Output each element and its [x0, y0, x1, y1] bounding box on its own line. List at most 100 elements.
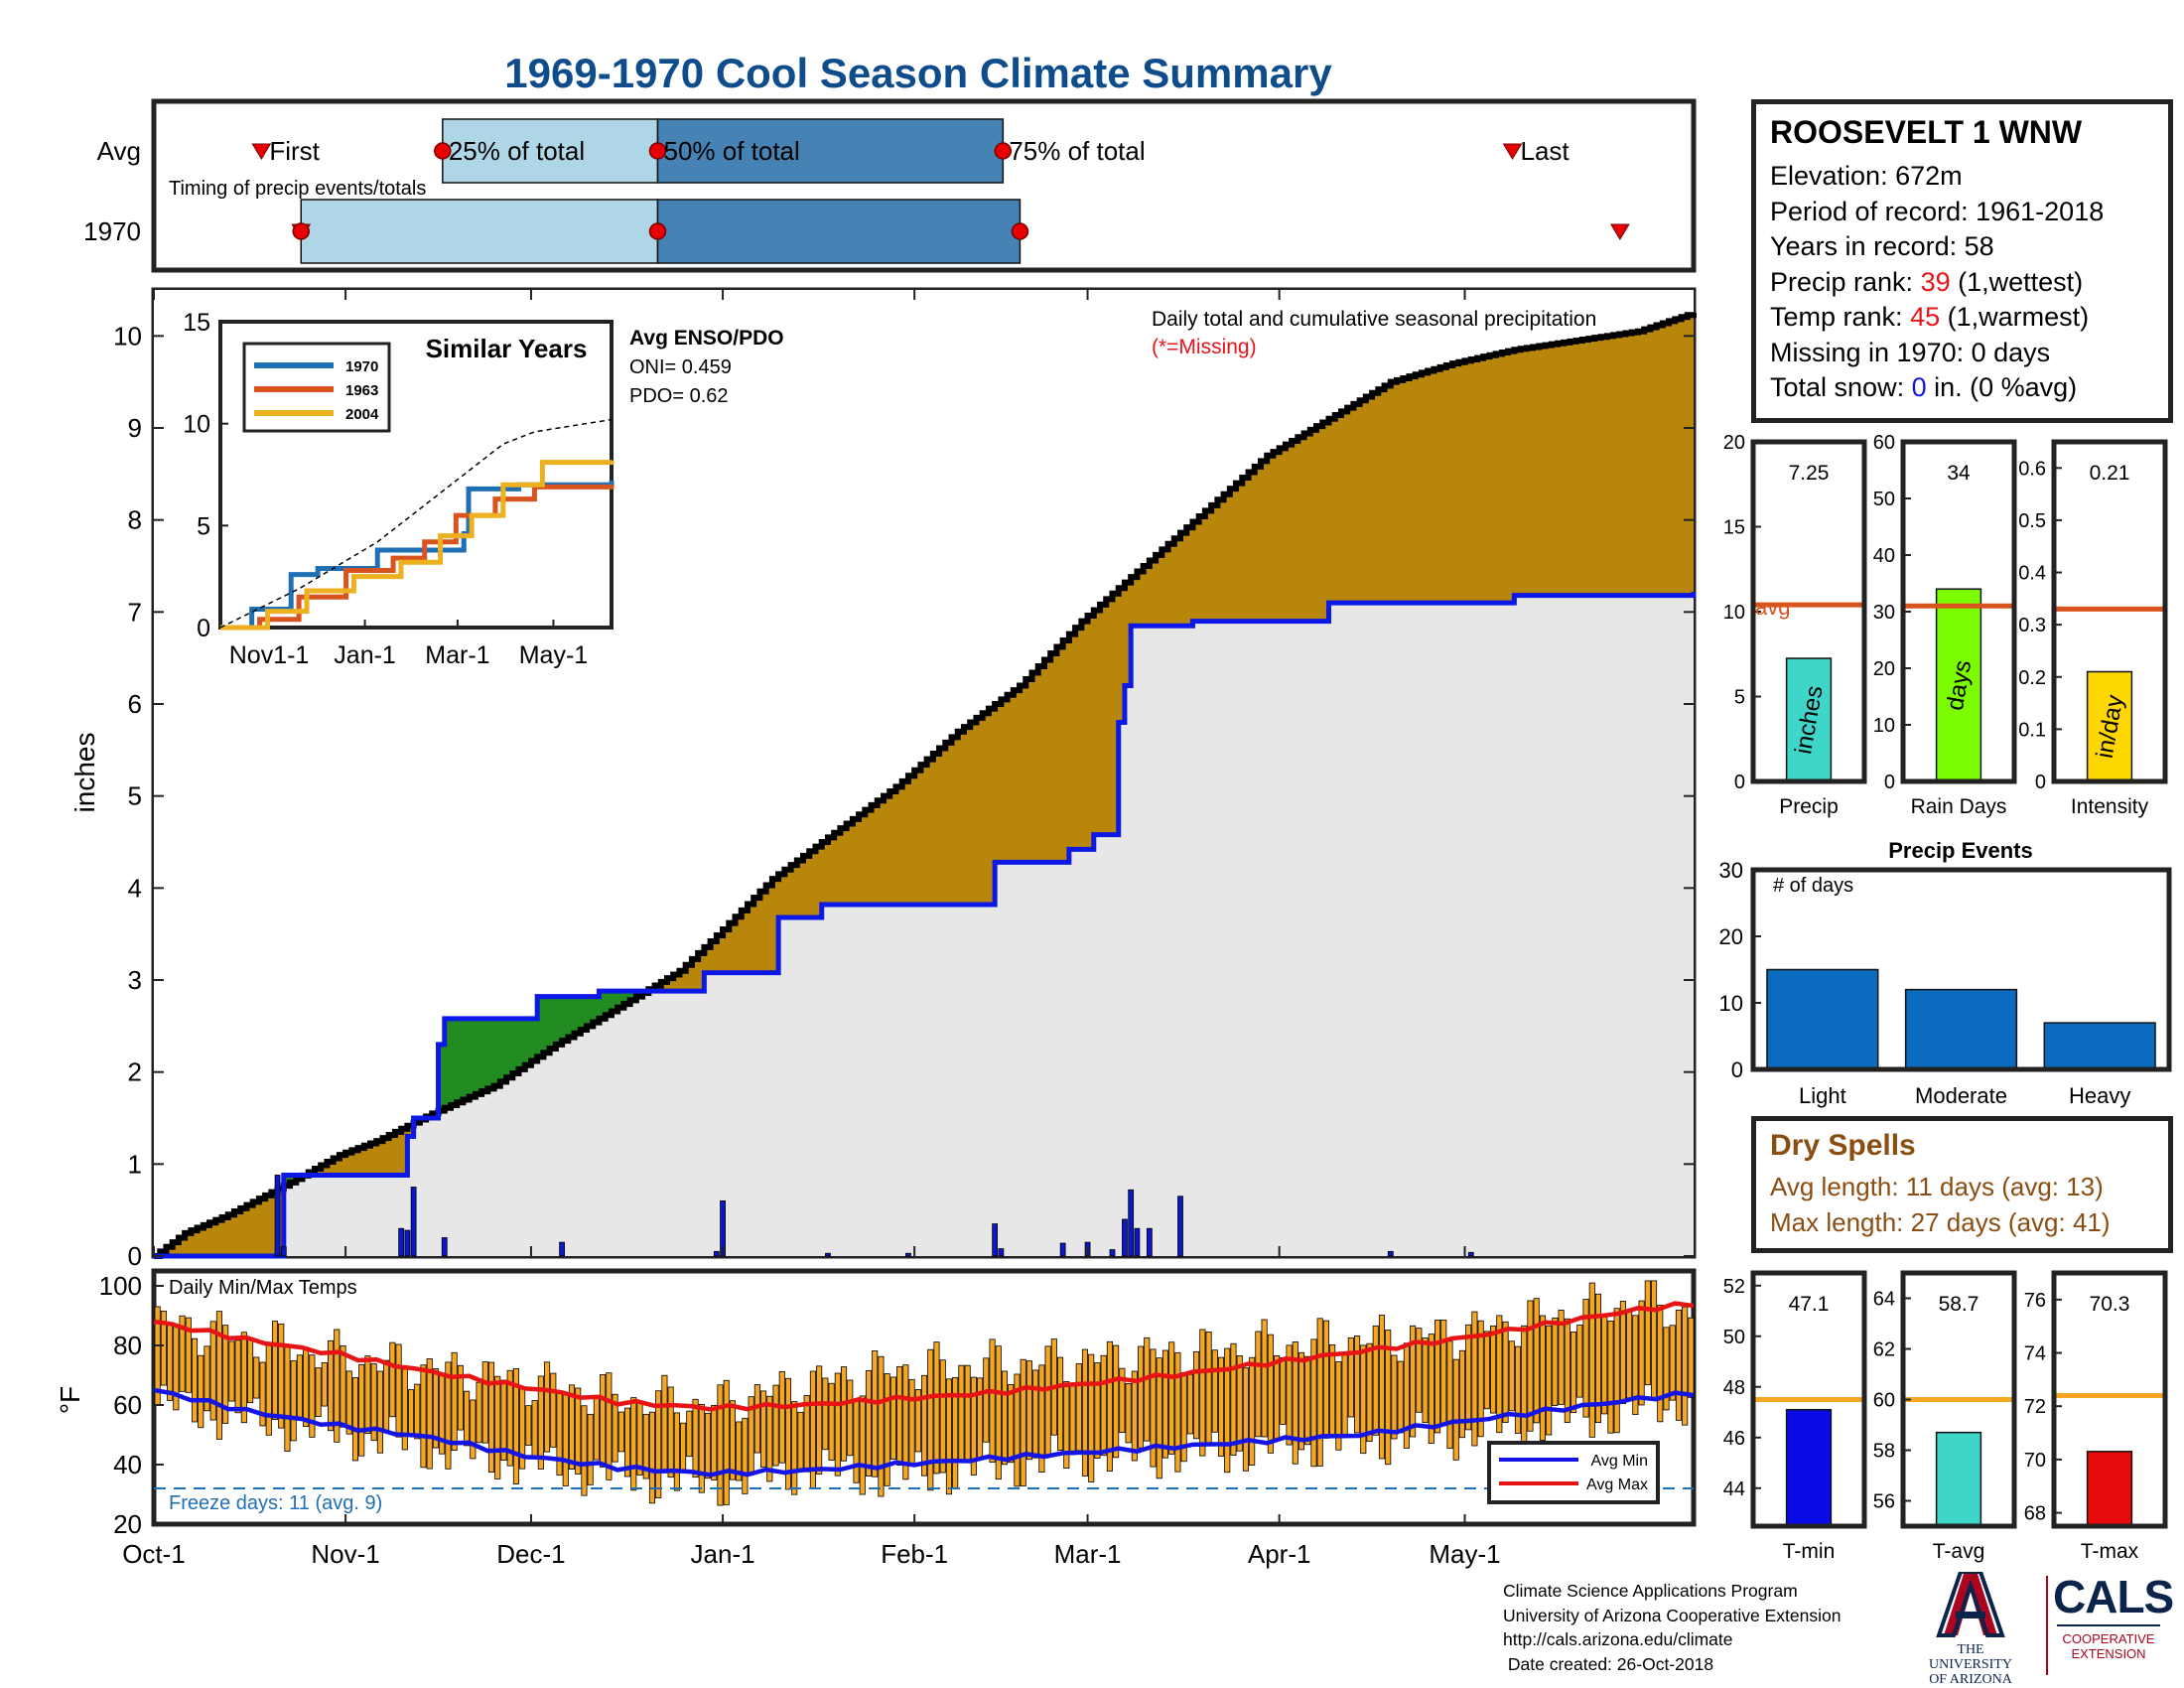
daily-temp-bar — [1297, 1351, 1305, 1451]
daily-temp-bar — [1675, 1310, 1683, 1421]
daily-temp-bar — [426, 1357, 433, 1470]
inset-x-tick-label: Nov1-1 — [229, 641, 310, 669]
daily-temp-bar — [376, 1370, 383, 1454]
daily-temp-bar — [1570, 1332, 1577, 1414]
season-0-avg-label: avg — [1755, 595, 1790, 620]
season-1-y-tick-label: 60 — [1873, 432, 1895, 454]
station-temp-rank: Temp rank: 45 (1,warmest) — [1770, 300, 2154, 336]
daily-temp-bar — [544, 1361, 551, 1453]
daily-temp-bar — [1682, 1306, 1689, 1426]
inset-y-tick-label: 10 — [183, 411, 210, 439]
daily-temp-bar — [1106, 1340, 1113, 1472]
timing-avg-pct-marker-3 — [994, 142, 1013, 160]
daily-temp-bar — [878, 1355, 885, 1497]
timing-avg-pct-marker-2 — [648, 142, 667, 160]
daily-temp-bar — [1490, 1325, 1497, 1414]
footer-line-url[interactable]: http://cals.arizona.edu/climate — [1503, 1629, 1733, 1649]
season-0-y-tick-label: 15 — [1723, 517, 1745, 539]
events-y-tick-label: 10 — [1719, 991, 1743, 1016]
inset-series-1963 — [220, 484, 614, 631]
timing-caption: Timing of precip events/totals — [169, 178, 426, 200]
daily-temp-bar — [667, 1386, 674, 1478]
season-0-category-label: Precip — [1779, 795, 1839, 818]
daily-temp-bar — [908, 1378, 915, 1464]
page-title: 1969-1970 Cool Season Climate Summary — [504, 50, 1332, 96]
daily-temp-bar — [1230, 1342, 1237, 1456]
daily-temp-bar — [760, 1390, 767, 1468]
daily-precip-bar — [825, 1252, 831, 1257]
timing-label-last: Last — [1521, 136, 1570, 166]
daily-temp-bar — [1161, 1349, 1169, 1459]
temp-1-y-tick-label: 62 — [1873, 1339, 1895, 1361]
daily-temp-bar — [476, 1381, 482, 1444]
daily-precip-bar — [992, 1223, 999, 1257]
temp-1-y-tick-label: 56 — [1873, 1491, 1895, 1513]
daily-temp-bar — [1236, 1355, 1243, 1452]
timing-label-first: First — [269, 136, 320, 166]
daily-temp-bar — [600, 1373, 607, 1468]
precip-above-average-area — [283, 989, 649, 1187]
daily-temp-bar — [1038, 1364, 1045, 1473]
daily-temp-bar — [364, 1355, 371, 1435]
precip-events-ylabel: # of days — [1773, 875, 1853, 897]
season-2-y-tick-label: 0.3 — [2018, 615, 2046, 636]
precip-y-tick-label: 7 — [128, 597, 142, 627]
season-1-category-label: Rain Days — [1911, 795, 2007, 818]
snow-note: in. (0 %avg) — [1926, 372, 2078, 402]
precip-y-axis-label: inches — [69, 733, 100, 813]
daily-temp-bar — [803, 1394, 810, 1473]
temp-legend-box — [1487, 1441, 1660, 1504]
daily-temp-bar — [209, 1321, 216, 1421]
daily-temp-bar — [606, 1372, 613, 1480]
daily-temp-bar — [1502, 1321, 1509, 1423]
inset-x-tick-label: May-1 — [519, 641, 588, 669]
precip-y-tick-label: 8 — [128, 505, 142, 535]
timing-label-75: 75% of total — [1009, 136, 1145, 166]
daily-temp-bar — [506, 1369, 513, 1467]
station-name: ROOSEVELT 1 WNW — [1770, 114, 2083, 150]
daily-temp-bar — [1322, 1320, 1329, 1439]
daily-temp-bar — [1576, 1325, 1583, 1398]
daily-temp-bar — [1626, 1309, 1633, 1399]
precip-event-bar-heavy — [2043, 1022, 2156, 1070]
daily-temp-bar — [642, 1413, 649, 1479]
daily-temp-bar — [370, 1363, 377, 1442]
daily-temp-bar — [271, 1321, 279, 1421]
dry-spells-box: Dry Spells Avg length: 11 days (avg: 13)… — [1751, 1116, 2173, 1253]
daily-precip-bar — [1146, 1227, 1153, 1257]
daily-temp-bar — [822, 1377, 829, 1451]
inset-x-tick-label: Mar-1 — [425, 641, 489, 669]
temp-0-category-label: T-min — [1783, 1540, 1836, 1563]
timing-avg-box-50-75 — [656, 118, 1005, 184]
daily-precip-bar — [1467, 1251, 1474, 1257]
temp-2-bar — [2086, 1451, 2133, 1527]
timing-panel-frame — [151, 98, 1697, 273]
daily-temp-bar — [884, 1373, 890, 1486]
daily-temp-bar — [351, 1377, 359, 1462]
temp-rank-value: 45 — [1910, 302, 1941, 332]
daily-temp-bar — [865, 1369, 873, 1477]
daily-temp-bar — [1385, 1330, 1392, 1466]
daily-temp-bar — [191, 1337, 199, 1423]
daily-temp-bar — [1211, 1349, 1218, 1433]
daily-precip-bar — [905, 1252, 911, 1257]
daily-precip-bar — [1109, 1249, 1116, 1257]
temp-0-y-tick-label: 46 — [1723, 1428, 1745, 1450]
daily-temp-bar — [420, 1364, 427, 1469]
temp-0-y-tick-label: 44 — [1723, 1478, 1745, 1500]
season-1-y-tick-label: 0 — [1884, 772, 1895, 793]
dry-spells-avg: Avg length: 11 days (avg: 13) — [1770, 1172, 2104, 1201]
daily-temp-bar — [729, 1400, 736, 1480]
temp-2-y-tick-label: 68 — [2024, 1503, 2046, 1525]
daily-precip-bar — [1387, 1250, 1394, 1257]
precip-events-frame — [1750, 867, 2172, 1072]
daily-temp-bar — [859, 1395, 866, 1495]
university-of-arizona-logo: THE UNIVERSITY OF ARIZONA — [1916, 1570, 2025, 1687]
daily-temp-bar — [296, 1354, 303, 1419]
daily-temp-bar — [537, 1375, 544, 1470]
temp-legend-label-max: Avg Max — [1586, 1477, 1648, 1493]
month-tick-label: May-1 — [1429, 1539, 1500, 1569]
season-2-bar — [2086, 670, 2133, 782]
daily-temp-bar — [989, 1338, 996, 1464]
daily-temp-bar — [1113, 1344, 1120, 1459]
